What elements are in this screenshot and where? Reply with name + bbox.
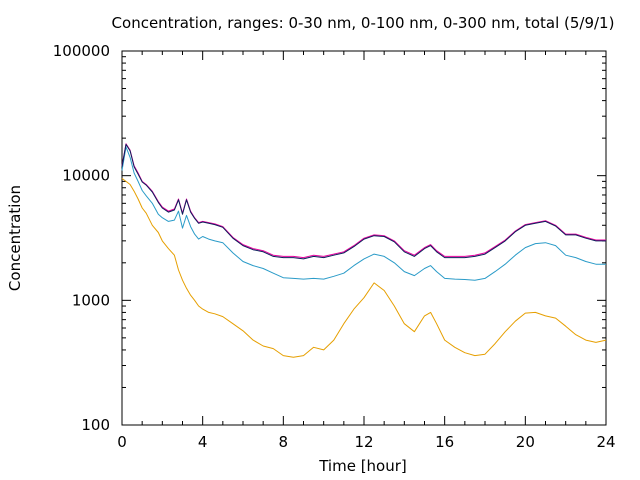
x-tick-label: 8 [279,433,289,451]
x-axis-label: Time [hour] [318,457,407,475]
y-tick-label: 100 [81,416,110,434]
y-axis-label: Concentration [6,185,24,291]
series-line-4 [121,177,607,358]
x-axis-tick-labels: 0 4 8 12 16 20 24 [117,433,615,451]
y-tick-label: 100000 [53,42,110,60]
x-tick-label: 24 [596,433,615,451]
series-line-2 [121,143,606,260]
y-tick-label: 1000 [72,291,110,309]
x-tick-label: 20 [516,433,535,451]
series-line-1 [121,143,606,259]
x-tick-label: 12 [354,433,373,451]
series-line-3 [121,146,606,281]
x-tick-label: 4 [198,433,208,451]
x-tick-label: 0 [117,433,127,451]
y-axis-tick-labels: 100 1000 10000 100000 [53,42,110,434]
axis-ticks [121,50,607,426]
series-lines [121,143,607,358]
chart-title: Concentration, ranges: 0-30 nm, 0-100 nm… [112,14,615,32]
x-tick-label: 16 [435,433,454,451]
y-tick-label: 10000 [62,167,110,185]
